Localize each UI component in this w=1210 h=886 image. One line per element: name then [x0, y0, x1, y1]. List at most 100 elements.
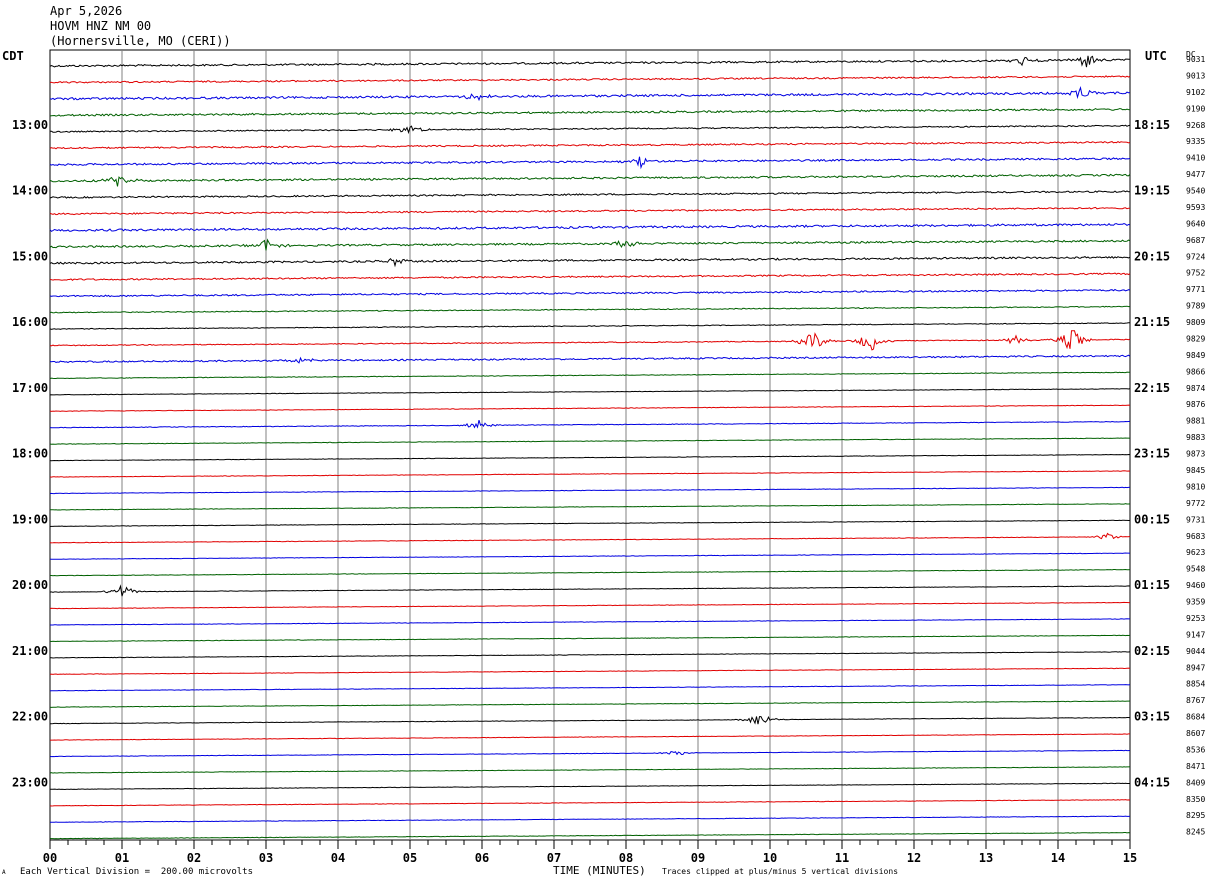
trace-line: [49, 419, 1131, 429]
dc-offset-label: 9829: [1186, 334, 1205, 343]
dc-offset-label: 9410: [1186, 154, 1205, 163]
dc-offset-label: 9031: [1186, 55, 1205, 64]
dc-offset-label: 9873: [1186, 450, 1205, 459]
dc-offset-label: 8767: [1186, 696, 1205, 705]
trace-line: [50, 618, 1130, 626]
trace-line: [49, 140, 1131, 150]
trace-line: [49, 601, 1130, 610]
dc-offset-label: 9883: [1186, 433, 1205, 442]
dc-offset-label: 8854: [1186, 680, 1205, 689]
plot-frame: [49, 49, 1131, 841]
left-timezone-label: CDT: [2, 49, 24, 63]
dc-offset-label: 9724: [1186, 252, 1205, 261]
dc-offset-label: 9335: [1186, 137, 1205, 146]
right-hour-label: 00:15: [1134, 512, 1170, 526]
x-tick-label: 02: [187, 851, 201, 865]
dc-offset-label: 9772: [1186, 499, 1205, 508]
dc-offset-label: 9359: [1186, 598, 1205, 607]
x-tick-label: 11: [835, 851, 849, 865]
x-axis-label: TIME (MINUTES): [553, 864, 646, 877]
dc-offset-label: 9731: [1186, 515, 1205, 524]
dc-offset-label: 8947: [1186, 663, 1205, 672]
trace-line: [49, 486, 1131, 495]
clip-note: Traces clipped at plus/minus 5 vertical …: [662, 867, 899, 876]
dc-offset-label: 9876: [1186, 400, 1205, 409]
x-tick-label: 04: [331, 851, 345, 865]
trace-line: [49, 684, 1131, 692]
dc-offset-label: 8350: [1186, 795, 1205, 804]
x-tick-label: 05: [403, 851, 417, 865]
dc-offset-label: 9849: [1186, 351, 1205, 360]
dc-offset-label: 9789: [1186, 302, 1205, 311]
trace-line: [49, 733, 1130, 741]
dc-offset-label: 9866: [1186, 367, 1205, 376]
dc-offset-label: 9147: [1186, 630, 1205, 639]
right-hour-label: 20:15: [1134, 249, 1170, 263]
left-hour-label: 19:00: [12, 512, 48, 526]
trace-line: [49, 371, 1130, 380]
trace-line: [49, 156, 1131, 170]
trace-line: [49, 700, 1131, 708]
trace-line: [49, 552, 1131, 560]
dc-offset-label: 9845: [1186, 466, 1205, 475]
trace-line: [49, 108, 1131, 117]
corner-mark: A: [2, 869, 6, 876]
dc-offset-label: 9268: [1186, 121, 1205, 130]
plot-date: Apr 5,2026: [50, 4, 123, 18]
dc-offset-label: 8471: [1186, 762, 1205, 771]
left-hour-label: 15:00: [12, 249, 48, 263]
x-tick-label: 10: [763, 851, 777, 865]
trace-line: [49, 667, 1131, 675]
dc-offset-label: 9640: [1186, 219, 1205, 228]
dc-offset-label: 9540: [1186, 187, 1205, 196]
station-location: (Hornersville, MO (CERI)): [50, 34, 231, 48]
trace-line: [49, 354, 1131, 364]
left-hour-label: 22:00: [12, 710, 48, 724]
dc-offset-label: 9687: [1186, 236, 1205, 245]
dc-offset-header: DC: [1186, 50, 1196, 59]
x-tick-label: 13: [979, 851, 993, 865]
dc-offset-label: 9253: [1186, 614, 1205, 623]
dc-offset-label: 9623: [1186, 548, 1205, 557]
right-hour-label: 22:15: [1134, 381, 1170, 395]
dc-offset-label: 9548: [1186, 565, 1205, 574]
x-tick-label: 14: [1051, 851, 1065, 865]
dc-offset-label: 9881: [1186, 417, 1205, 426]
plot-title: HOVM HNZ NM 00: [50, 19, 152, 33]
dc-offset-label: 9102: [1186, 88, 1205, 97]
x-tick-label: 06: [475, 851, 489, 865]
x-tick-label: 07: [547, 851, 561, 865]
trace-line: [49, 749, 1131, 758]
dc-offset-label: 9044: [1186, 647, 1205, 656]
right-hour-label: 23:15: [1134, 447, 1170, 461]
trace-line: [49, 519, 1131, 527]
trace-line: [49, 190, 1130, 199]
dc-offset-label: 9190: [1186, 104, 1205, 113]
dc-offset-label: 8607: [1186, 729, 1205, 738]
dc-offset-label: 8684: [1186, 713, 1205, 722]
dc-offset-label: 9460: [1186, 581, 1205, 590]
left-hour-label: 23:00: [12, 775, 48, 789]
trace-line: [49, 86, 1131, 102]
dc-offset-label: 9874: [1186, 384, 1205, 393]
trace-line: [49, 238, 1131, 251]
trace-line: [49, 832, 1131, 840]
x-tick-label: 12: [907, 851, 921, 865]
right-hour-label: 03:15: [1134, 710, 1170, 724]
dc-offset-label: 9752: [1186, 269, 1205, 278]
left-hour-label: 21:00: [12, 644, 48, 658]
left-hour-label: 18:00: [12, 447, 48, 461]
left-hour-label: 20:00: [12, 578, 48, 592]
trace-line: [49, 222, 1131, 233]
trace-line: [49, 55, 1131, 68]
trace-line: [49, 330, 1131, 351]
dc-offset-label: 9810: [1186, 482, 1205, 491]
left-hour-label: 17:00: [12, 381, 48, 395]
right-hour-label: 21:15: [1134, 315, 1170, 329]
trace-line: [49, 584, 1131, 597]
trace-line: [49, 799, 1131, 807]
x-tick-label: 01: [115, 851, 129, 865]
dc-offset-label: 8245: [1186, 828, 1205, 837]
trace-line: [49, 272, 1131, 281]
